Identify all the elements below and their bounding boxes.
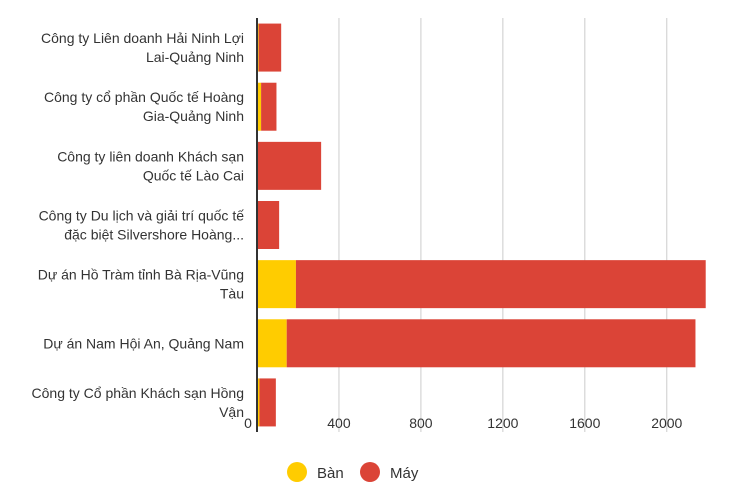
category-label-0-0: Công ty Liên doanh Hải Ninh Lợi (41, 30, 244, 46)
category-label-6-0: Công ty Cổ phần Khách sạn Hồng (32, 385, 244, 401)
x-tick-labels: 0 400 800 1200 1600 2000 (244, 415, 682, 431)
x-tick-label-3: 1200 (487, 415, 518, 431)
x-tick-label-5: 2000 (651, 415, 682, 431)
category-label-2-1: Quốc tế Lào Cai (143, 167, 244, 183)
legend-label-1: Máy (390, 465, 419, 482)
category-label-1-1: Gia-Quảng Ninh (143, 108, 244, 124)
category-label-3-0: Công ty Du lịch và giải trí quốc tế (39, 208, 245, 224)
legend-label-0: Bàn (317, 465, 344, 482)
grid-lines (338, 18, 668, 432)
legend: Bàn Máy (287, 462, 419, 482)
bar-may-6 (259, 378, 276, 427)
category-label-5-0: Dự án Nam Hội An, Quảng Nam (43, 335, 244, 351)
bar-may-3 (257, 201, 280, 249)
category-label-3-1: đặc biệt Silvershore Hoàng... (64, 227, 244, 243)
bars (257, 23, 706, 427)
bar-ban-6 (257, 378, 260, 427)
category-label-6-1: Vận (219, 404, 244, 420)
x-tick-label-1: 400 (327, 415, 351, 431)
bar-may-1 (261, 82, 277, 131)
category-label-2-0: Công ty liên doanh Khách sạn (57, 148, 244, 164)
bar-ban-5 (257, 319, 287, 368)
category-label-4-1: Tàu (220, 286, 244, 302)
legend-swatch-1 (360, 462, 380, 482)
bar-ban-4 (257, 260, 296, 309)
bar-may-5 (286, 319, 696, 368)
bar-may-2 (257, 141, 322, 190)
x-tick-label-4: 1600 (569, 415, 600, 431)
legend-swatch-0 (287, 462, 307, 482)
x-tick-label-0: 0 (244, 415, 252, 431)
category-labels: Công ty Liên doanh Hải Ninh Lợi Lai-Quảng… (32, 30, 245, 420)
x-tick-label-2: 800 (409, 415, 433, 431)
bar-may-0 (258, 23, 282, 72)
category-label-4-0: Dự án Hồ Tràm tỉnh Bà Rịa-Vũng (38, 267, 244, 283)
category-label-0-1: Lai-Quảng Ninh (146, 49, 244, 65)
bar-may-4 (295, 260, 706, 309)
category-label-1-0: Công ty cổ phần Quốc tế Hoàng (44, 89, 244, 105)
bar-ban-1 (257, 82, 262, 131)
